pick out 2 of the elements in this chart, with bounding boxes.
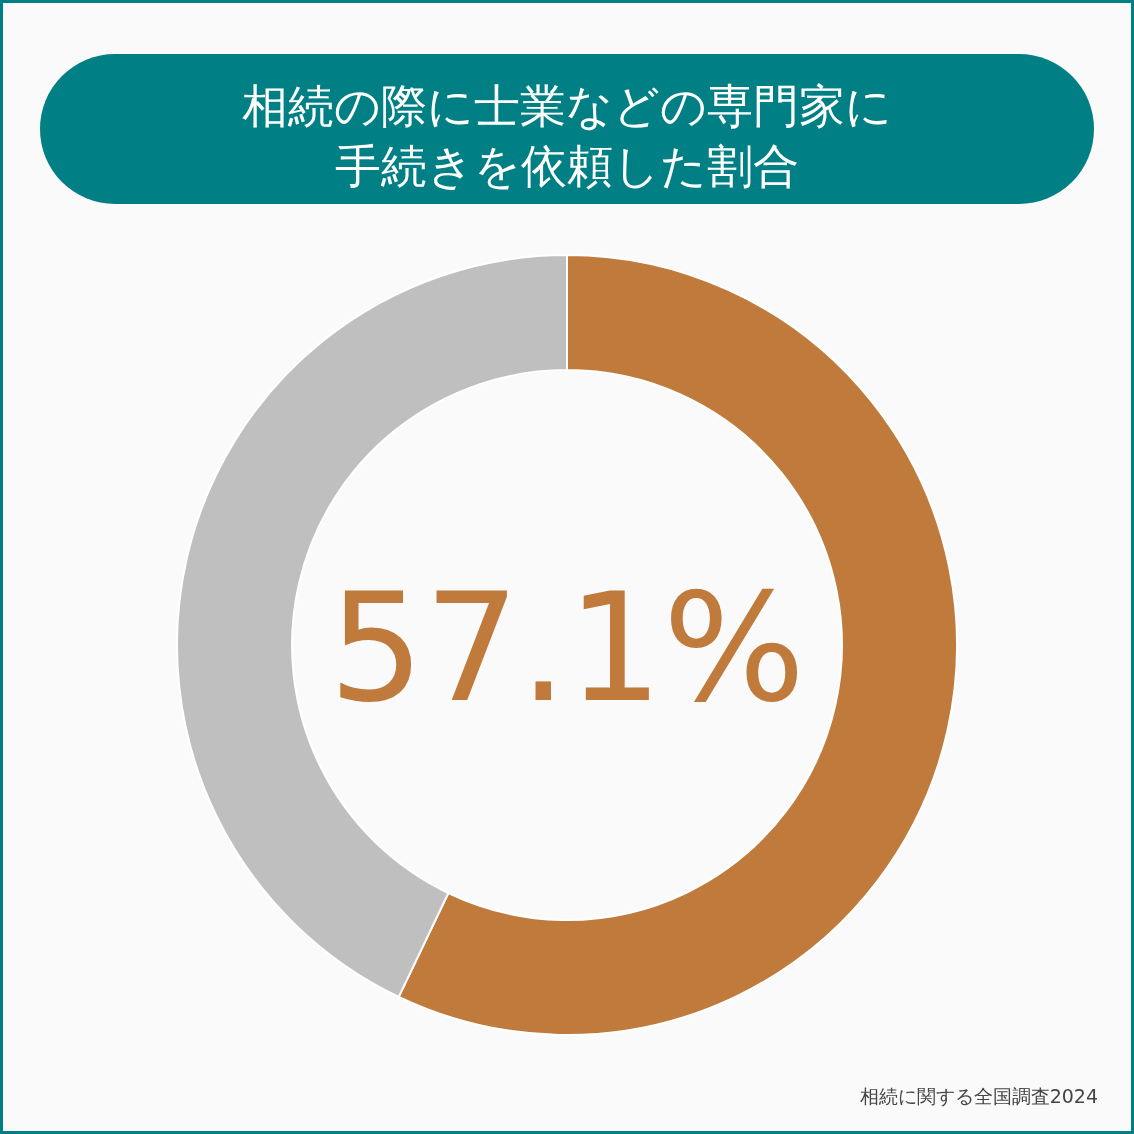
- title: 相続の際に士業などの専門家に手続きを依頼した割合: [242, 79, 892, 193]
- annotation: 相続に関する全国調査2024: [859, 1085, 1098, 1107]
